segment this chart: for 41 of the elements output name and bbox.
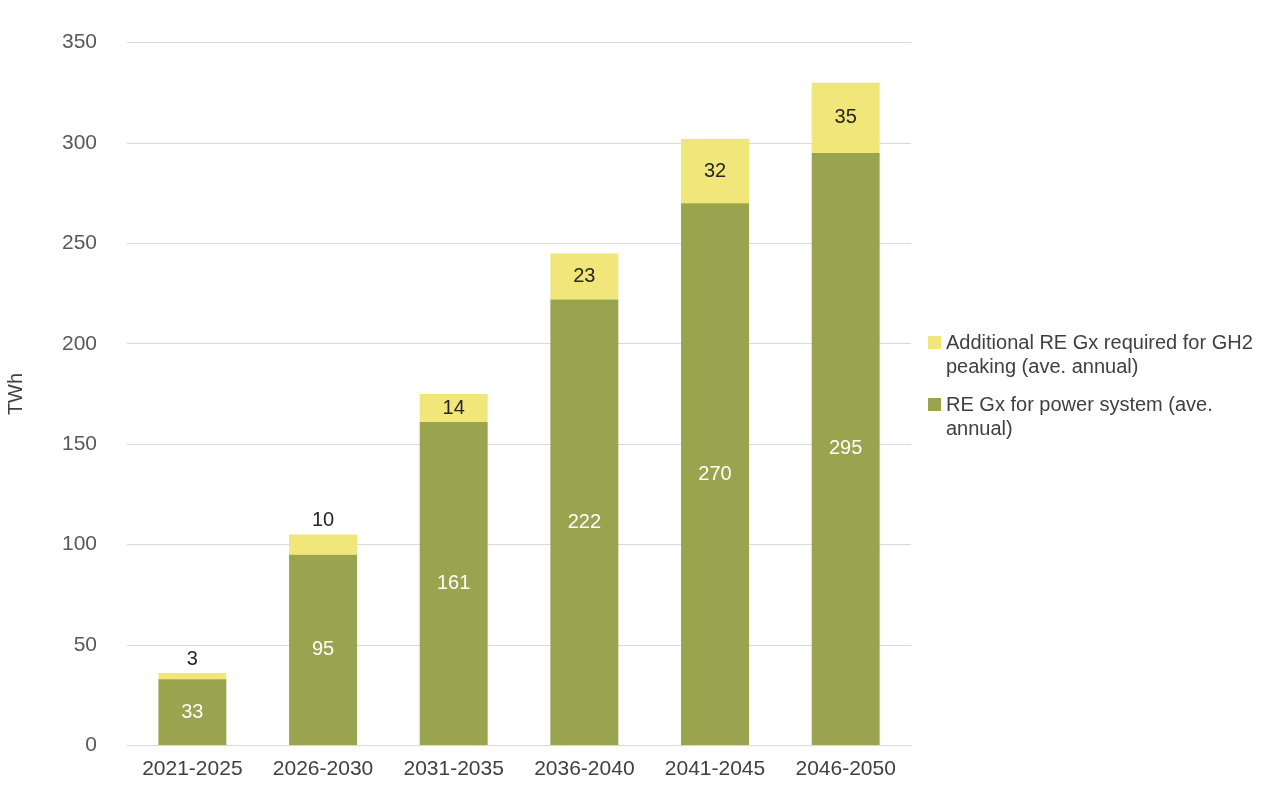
data-label: 14 [442,395,465,418]
bar [158,673,227,680]
bar [550,299,619,745]
x-tick-label: 2031-2035 [403,755,504,779]
bar [289,534,357,555]
y-tick-label: 100 [61,531,98,555]
data-label: 161 [437,571,471,594]
data-label: 95 [311,637,335,660]
data-label: 23 [573,264,596,287]
bar [811,153,880,745]
data-label: 10 [311,508,335,531]
y-tick-label: 50 [73,631,98,655]
bar [289,554,357,745]
y-tick-label: 250 [61,230,98,254]
data-label: 270 [698,461,732,484]
data-label: 33 [181,699,204,722]
x-tick-label: 2046-2050 [795,755,896,779]
y-tick-label: 200 [61,330,98,354]
bar [681,138,749,204]
x-tick-label: 2036-2040 [534,755,635,779]
bar [158,679,227,745]
x-tick-label: 2021-2025 [142,755,243,779]
bar [419,422,488,745]
data-label: 35 [834,105,857,128]
legend-label: Additional RE Gx required for GH2 peaking (ave. annual) [946,330,1254,378]
bar [419,394,488,423]
y-axis-title: TWh [3,372,26,416]
data-label: 32 [703,158,727,181]
data-label: 222 [567,509,602,532]
y-tick-label: 300 [61,129,98,153]
bar [550,253,619,300]
bar [681,203,749,745]
data-label: 3 [186,646,198,669]
bar [811,82,880,154]
data-label: 295 [828,436,863,459]
y-tick-label: 350 [61,29,98,53]
x-tick-label: 2026-2030 [272,755,374,779]
y-tick-label: 150 [61,431,98,454]
y-tick-label: 0 [85,732,98,756]
legend-label: RE Gx for power system (ave. annual) [946,392,1214,440]
x-tick-label: 2041-2045 [664,755,766,779]
